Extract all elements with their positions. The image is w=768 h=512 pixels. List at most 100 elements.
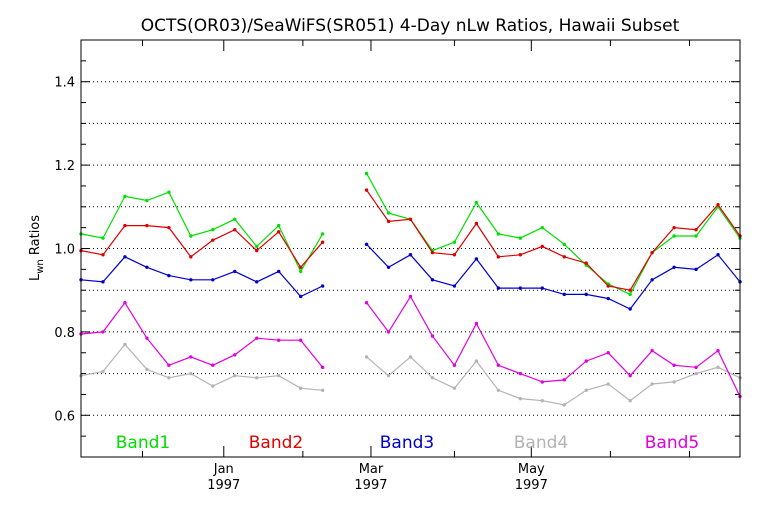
data-point-band3	[233, 269, 237, 274]
data-point-band5	[694, 365, 698, 370]
data-point-band5	[496, 363, 501, 367]
data-point-band4	[211, 384, 215, 388]
data-point-band1	[211, 228, 215, 232]
series-band2	[79, 188, 742, 292]
data-point-band4	[474, 359, 479, 363]
data-point-band1	[628, 292, 632, 297]
y-tick-label: 1.0	[54, 243, 75, 258]
data-point-band1	[496, 232, 501, 236]
legend-item-band2: Band2	[249, 433, 303, 453]
data-point-band1	[233, 217, 237, 222]
data-point-band3	[364, 242, 369, 247]
data-point-band4	[452, 386, 457, 390]
data-point-band5	[167, 363, 171, 367]
data-point-band4	[628, 399, 632, 403]
data-point-band4	[694, 371, 698, 376]
data-point-band3	[386, 265, 391, 269]
data-point-band5	[650, 348, 654, 353]
data-point-band5	[562, 378, 566, 382]
data-point-band4	[167, 376, 171, 380]
legend-item-band3: Band3	[380, 433, 434, 453]
data-point-band2	[430, 250, 435, 255]
data-point-band4	[364, 355, 369, 359]
data-point-band4	[672, 380, 676, 384]
data-point-band3	[518, 286, 523, 290]
data-point-band4	[650, 382, 654, 386]
data-point-band3	[277, 269, 281, 274]
data-point-band2	[277, 230, 281, 234]
data-point-band2	[606, 284, 610, 288]
data-point-band4	[123, 342, 127, 347]
data-point-band2	[584, 261, 588, 265]
series-band5	[79, 294, 742, 399]
data-point-band5	[255, 336, 259, 340]
data-point-band1	[518, 236, 523, 240]
data-point-band2	[452, 253, 457, 257]
y-axis-label: Lwn Ratios	[28, 215, 46, 281]
data-point-band5	[364, 301, 369, 305]
data-point-band2	[540, 244, 544, 249]
data-point-band4	[408, 355, 413, 359]
data-point-band2	[233, 228, 237, 232]
data-point-band5	[233, 353, 237, 357]
data-point-band2	[298, 265, 303, 269]
data-point-band4	[606, 382, 610, 386]
data-point-band3	[540, 286, 544, 290]
data-point-band1	[101, 236, 105, 240]
data-point-band5	[123, 301, 127, 305]
data-point-band2	[364, 188, 369, 192]
plot-frame	[80, 39, 741, 458]
y-tick-label: 0.8	[54, 326, 75, 341]
data-point-band5	[452, 363, 457, 367]
data-point-band2	[123, 223, 127, 228]
y-tick-label: 1.2	[54, 159, 75, 174]
data-point-band4	[189, 371, 193, 376]
data-point-band5	[474, 321, 479, 326]
y-tick-label: 0.6	[54, 409, 75, 424]
data-point-band3	[606, 296, 610, 301]
series-line-band2	[80, 189, 741, 291]
data-point-band2	[518, 253, 523, 257]
data-point-band3	[189, 278, 193, 282]
data-point-band3	[672, 265, 676, 269]
data-point-band2	[167, 225, 171, 230]
data-point-band5	[628, 373, 632, 378]
data-point-band2	[386, 219, 391, 224]
series-line-band3	[80, 243, 741, 310]
data-point-band2	[320, 240, 325, 244]
legend-item-band1: Band1	[116, 433, 170, 453]
data-point-band5	[408, 294, 413, 299]
data-point-band4	[430, 376, 435, 380]
data-point-band1	[562, 242, 566, 247]
data-point-band3	[101, 280, 105, 284]
data-point-band1	[167, 190, 171, 194]
data-point-band4	[584, 388, 588, 392]
data-point-band3	[628, 307, 632, 311]
series-line-band1	[80, 173, 741, 296]
data-point-band4	[540, 399, 544, 403]
data-point-band2	[474, 221, 479, 226]
data-point-band3	[123, 255, 127, 259]
data-point-band5	[430, 334, 435, 338]
data-point-band2	[562, 255, 566, 259]
x-tick-sublabel: 1997	[515, 478, 548, 493]
data-point-band5	[211, 363, 215, 367]
legend-item-band5: Band5	[645, 433, 699, 453]
data-point-band5	[606, 351, 610, 355]
data-point-band5	[145, 336, 149, 340]
data-point-band1	[145, 198, 149, 203]
legend: Band1 Band2 Band3 Band4 Band5	[116, 433, 699, 453]
x-tick-label: Jan	[213, 462, 234, 477]
data-point-band1	[123, 194, 127, 199]
data-point-band3	[211, 278, 215, 282]
series-band4	[79, 342, 742, 407]
data-point-band5	[716, 348, 720, 353]
data-point-band5	[320, 365, 325, 370]
data-point-band5	[386, 330, 391, 334]
data-point-band5	[540, 380, 544, 384]
data-point-band2	[189, 255, 193, 259]
data-point-band3	[694, 267, 698, 272]
y-axis-ticks: 0.6 0.8 1.0 1.2 1.4	[54, 60, 740, 437]
data-point-band1	[386, 211, 391, 215]
